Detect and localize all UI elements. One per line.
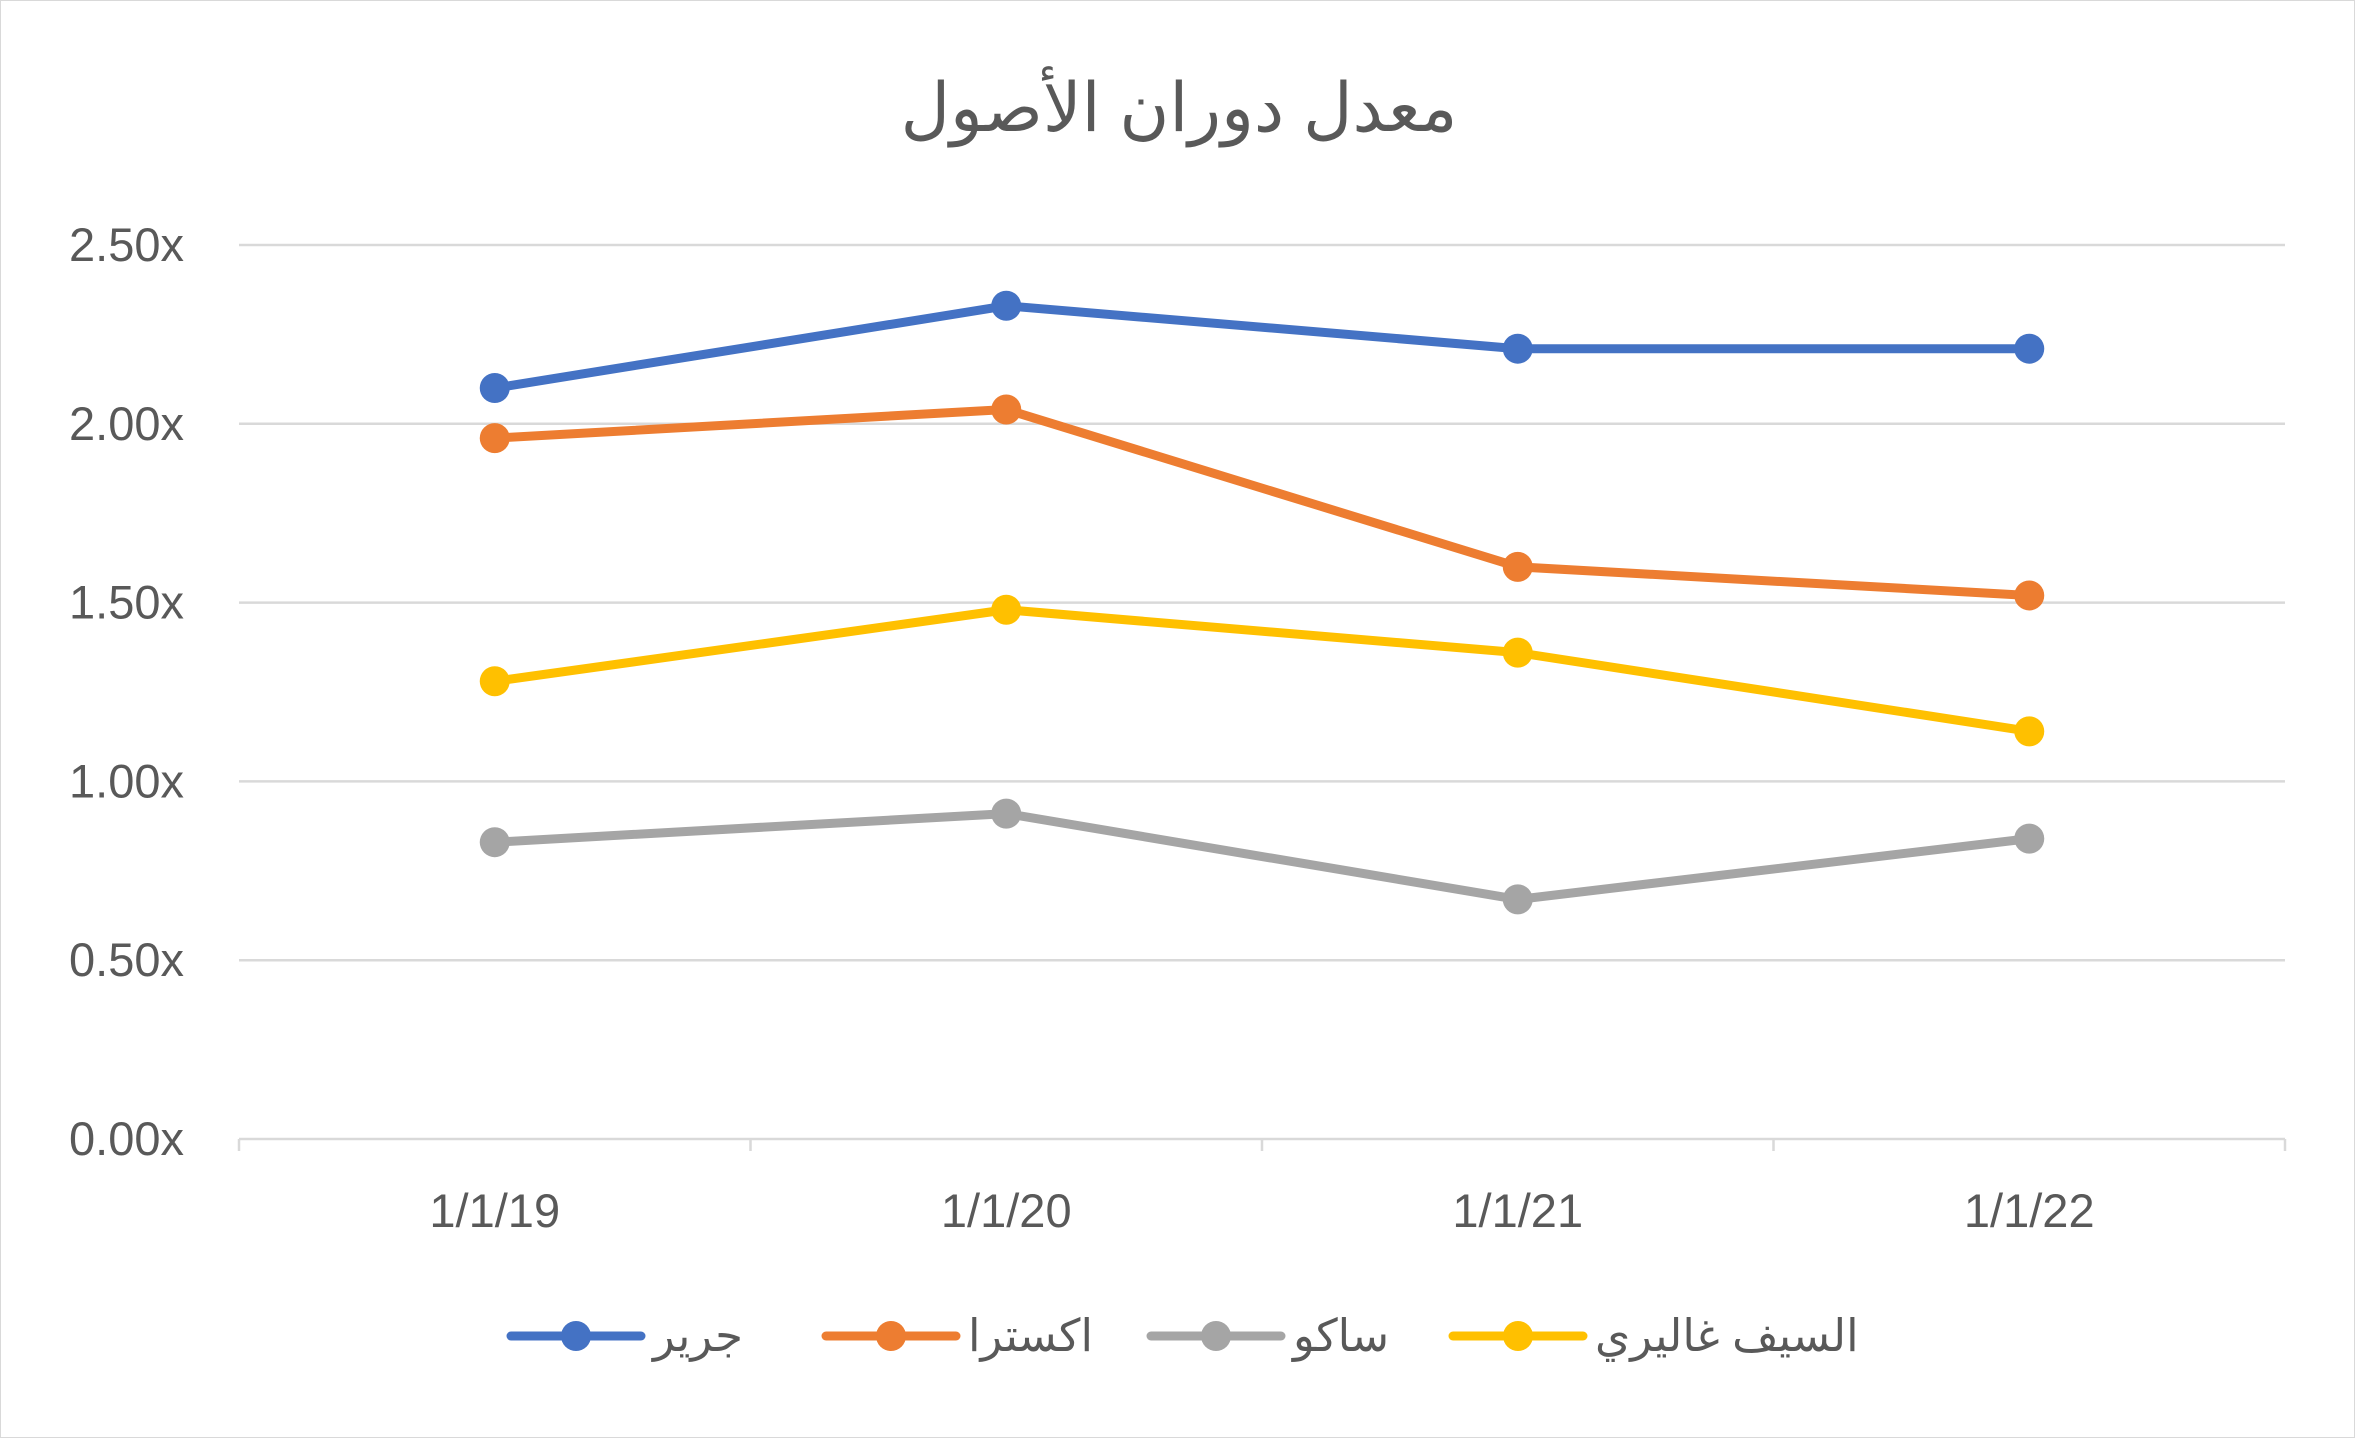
y-tick-label: 1.00x xyxy=(69,754,184,807)
y-tick-label: 2.50x xyxy=(69,218,184,271)
y-axis-labels: 0.00x 0.50x 1.00x 1.50x 2.00x 2.50x xyxy=(69,218,184,1165)
legend-item-4: السيف غاليري xyxy=(1448,1310,1859,1362)
x-tick-label: 1/1/19 xyxy=(429,1184,560,1237)
legend-item-3: ساكو xyxy=(1146,1310,1389,1362)
series-path xyxy=(490,809,2034,904)
data-point xyxy=(991,394,1022,425)
legend-label: جرير xyxy=(651,1310,743,1362)
data-point xyxy=(479,827,510,858)
legend-marker-icon xyxy=(1503,1321,1533,1351)
x-tick-label: 1/1/22 xyxy=(1964,1184,2095,1237)
gridlines xyxy=(239,243,2285,962)
legend-label: ساكو xyxy=(1291,1310,1389,1362)
data-point xyxy=(1502,884,1533,915)
legend-label: اكسترا xyxy=(968,1310,1093,1362)
series-line-2 xyxy=(479,394,2045,611)
data-point xyxy=(479,373,510,404)
legend-marker-icon xyxy=(876,1321,906,1351)
x-tick-label: 1/1/20 xyxy=(941,1184,1072,1237)
legend-item-1: جرير xyxy=(506,1310,743,1362)
data-point xyxy=(2014,333,2045,364)
series-line-1 xyxy=(479,290,2045,404)
legend-label: السيف غاليري xyxy=(1595,1310,1859,1362)
legend: جرير اكسترا ساكو السيف غاليري xyxy=(506,1310,1859,1362)
x-axis xyxy=(237,1137,2287,1151)
data-point xyxy=(991,798,1022,829)
legend-marker-icon xyxy=(561,1321,591,1351)
data-point xyxy=(1502,333,1533,364)
legend-item-2: اكسترا xyxy=(821,1310,1093,1362)
data-point xyxy=(991,594,1022,625)
legend-marker-icon xyxy=(1201,1321,1231,1351)
y-tick-label: 1.50x xyxy=(69,576,184,629)
data-point xyxy=(1502,551,1533,582)
series-line-4 xyxy=(479,594,2045,747)
series-path xyxy=(490,605,2034,736)
data-point xyxy=(991,290,1022,321)
series-line-3 xyxy=(479,798,2045,915)
y-tick-label: 0.50x xyxy=(69,933,184,986)
series-path xyxy=(490,404,2034,600)
data-point xyxy=(2014,580,2045,611)
data-point xyxy=(2014,716,2045,747)
x-axis-labels: 1/1/19 1/1/20 1/1/21 1/1/22 xyxy=(429,1184,2094,1237)
y-tick-label: 2.00x xyxy=(69,397,184,450)
data-point xyxy=(2014,823,2045,854)
chart-title: معدل دوران الأصول xyxy=(901,66,1458,148)
series-group xyxy=(479,290,2045,915)
y-tick-label: 0.00x xyxy=(69,1112,184,1165)
data-point xyxy=(479,666,510,697)
data-point xyxy=(1502,637,1533,668)
series-path xyxy=(490,301,2034,393)
x-tick-label: 1/1/21 xyxy=(1452,1184,1583,1237)
data-point xyxy=(479,423,510,454)
